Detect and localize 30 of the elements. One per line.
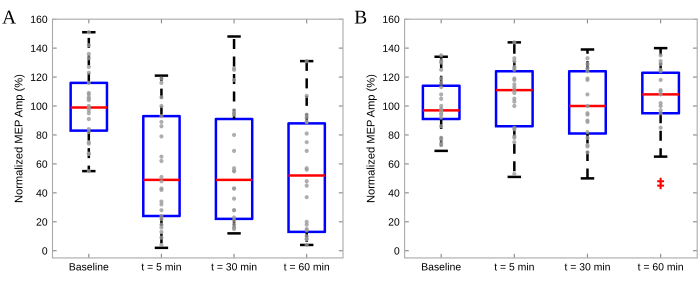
y-tick-label: 160	[31, 16, 48, 24]
y-tick-label: 100	[31, 102, 48, 110]
y-tick-label: 120	[383, 74, 400, 81]
y-tick-label: 140	[383, 44, 400, 52]
y-tick-label: 40	[388, 189, 400, 197]
y-tick-label: 80	[36, 131, 48, 139]
y-tick-label: 100	[383, 102, 400, 110]
x-tick-label: Baseline	[70, 262, 108, 270]
y-tick-label: 60	[36, 160, 48, 168]
chart-title: A	[2, 10, 16, 24]
y-tick-label: 20	[36, 218, 48, 226]
y-tick-label: 40	[36, 189, 48, 197]
x-tick-label: t = 60 min	[284, 262, 330, 270]
y-tick-label: 20	[388, 218, 400, 226]
x-tick-label: t = 30 min	[564, 262, 610, 270]
x-tick-label: Baseline	[422, 262, 461, 270]
x-tick-label: t = 5 min	[141, 262, 181, 270]
chart-title: B	[354, 10, 366, 24]
y-tick-label: 0	[394, 247, 400, 255]
y-axis-title: Normalized MEP Amp (%)	[366, 74, 377, 202]
y-tick-label: 140	[31, 44, 48, 52]
y-tick-label: 120	[31, 74, 48, 81]
y-tick-label: 60	[388, 160, 400, 168]
y-axis-title: Normalized MEP Amp (%)	[14, 74, 25, 202]
y-tick-label: 0	[42, 247, 48, 255]
x-tick-label: t = 30 min	[211, 262, 256, 270]
y-tick-label: 80	[388, 131, 400, 139]
x-tick-label: t = 5 min	[494, 262, 534, 270]
y-tick-label: 160	[383, 16, 400, 24]
x-tick-label: t = 60 min	[638, 262, 683, 270]
